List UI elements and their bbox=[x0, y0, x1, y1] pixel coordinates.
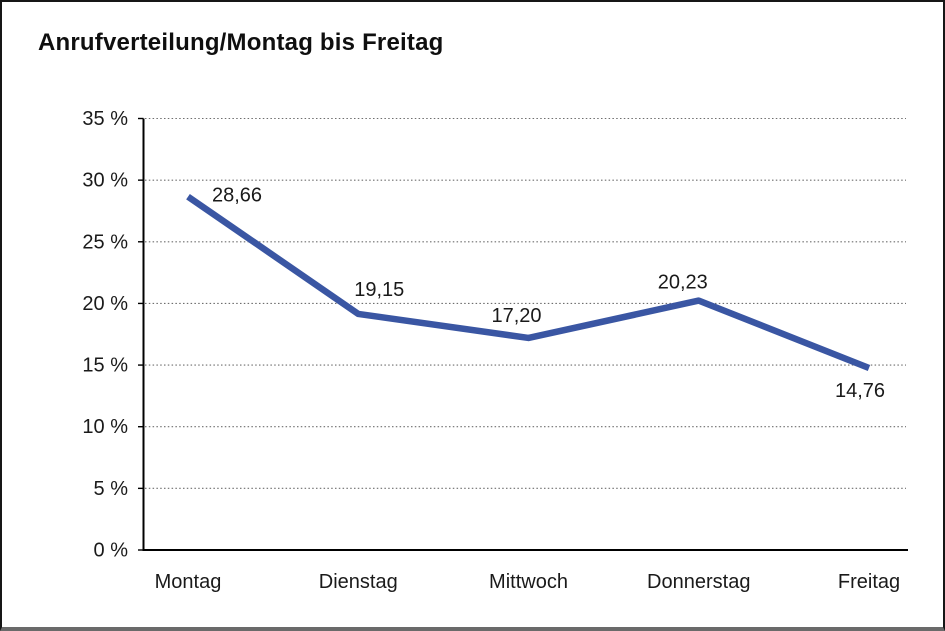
y-tick-label: 20 % bbox=[82, 293, 128, 315]
data-label: 28,66 bbox=[212, 185, 262, 207]
x-category-label-dienstag: Dienstag bbox=[319, 571, 398, 593]
x-category-label-mittwoch: Mittwoch bbox=[489, 571, 568, 593]
y-tick-label: 0 % bbox=[94, 540, 129, 562]
y-tick-label: 10 % bbox=[82, 416, 128, 438]
data-label: 17,20 bbox=[491, 305, 541, 327]
y-tick-label: 30 % bbox=[82, 170, 128, 192]
data-label: 14,76 bbox=[835, 380, 885, 402]
y-tick-label: 35 % bbox=[82, 108, 128, 130]
x-category-label-montag: Montag bbox=[155, 571, 222, 593]
y-tick-label: 5 % bbox=[94, 478, 129, 500]
data-line-anrufverteilung bbox=[186, 193, 871, 372]
data-label: 19,15 bbox=[354, 279, 404, 301]
y-tick-label: 15 % bbox=[82, 355, 128, 377]
data-label: 20,23 bbox=[658, 272, 708, 294]
y-tick-label: 25 % bbox=[82, 231, 128, 253]
x-category-label-freitag: Freitag bbox=[838, 571, 900, 593]
chart-title: Anrufverteilung/Montag bis Freitag bbox=[38, 29, 444, 56]
x-category-label-donnerstag: Donnerstag bbox=[647, 571, 750, 593]
